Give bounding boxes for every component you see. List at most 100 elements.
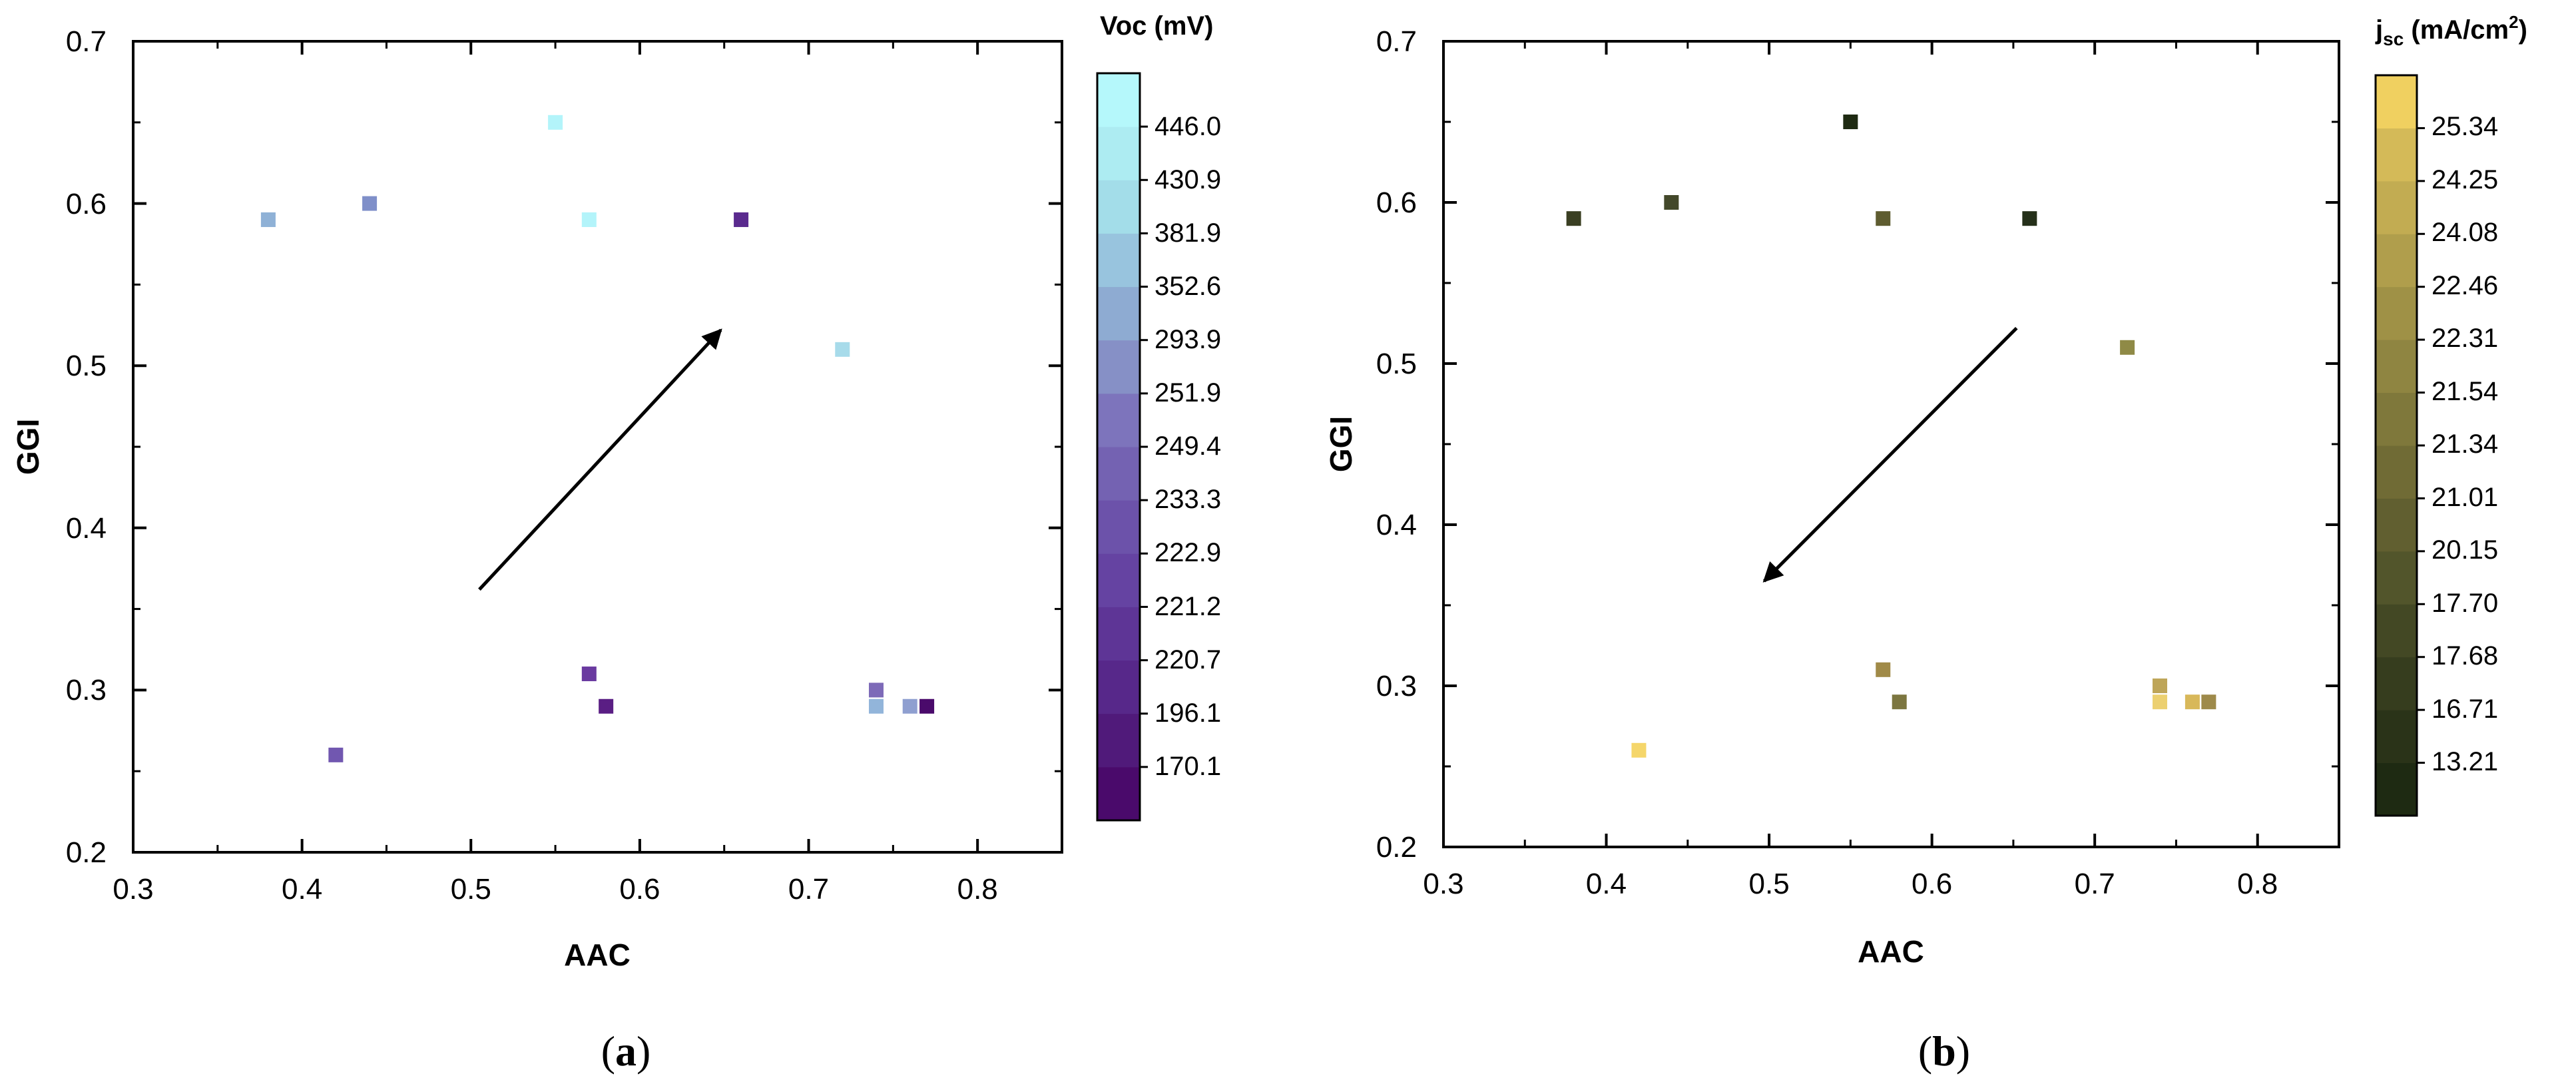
panel-a-colorbar-band [1097, 447, 1140, 501]
panel-b-colorbar-label: 17.68 [2432, 641, 2498, 671]
panel-a-ticks [132, 40, 1063, 854]
panel-b-colorbar-band [2376, 286, 2417, 340]
panel-a-colorbar-band [1097, 127, 1140, 180]
panel-a-colorbar-label: 381.9 [1155, 218, 1221, 248]
panel-b: 0.3 0.4 0.5 0.6 0.7 0.8 0.2 0.3 0.4 0.5 … [1324, 12, 2527, 1075]
panel-b-colorbar-title: jsc (mA/cm2) [2375, 12, 2527, 49]
panel-a-colorbar-band [1097, 286, 1140, 341]
panel-b-x-tick-label: 0.4 [1586, 868, 1627, 900]
panel-a-colorbar-label: 446.0 [1155, 112, 1221, 141]
panel-b-data-point [1876, 211, 1891, 226]
panel-b-colorbar-band [2376, 657, 2417, 710]
panel-b-x-axis-title: AAC [1858, 934, 1924, 969]
panel-b-colorbar-ticks [2417, 127, 2425, 764]
panel-b-data-point [2153, 694, 2167, 710]
panel-a-data-point [581, 212, 597, 227]
panel-b-data-point [1664, 195, 1679, 210]
panel-a-colorbar-band [1097, 340, 1140, 394]
panel-a-colorbar-ticks [1140, 125, 1148, 768]
panel-a-colorbar: Voc (mV) 170.1 196.1 220.7 221.2 222.9 2… [1096, 11, 1221, 822]
panel-a-data-point [869, 698, 884, 714]
panel-b-y-tick-label: 0.3 [1376, 670, 1417, 702]
panel-a-data-point [835, 342, 850, 357]
panel-a-y-tick-label: 0.2 [66, 836, 107, 869]
panel-b-colorbar-label: 21.34 [2432, 429, 2498, 459]
panel-b-colorbar-label: 16.71 [2432, 694, 2498, 724]
panel-a-colorbar-band [1097, 713, 1140, 768]
panel-b-y-tick-label: 0.4 [1376, 509, 1417, 541]
panel-a-y-tick-label: 0.5 [66, 350, 107, 382]
panel-b-x-tick-label: 0.6 [1912, 868, 1952, 900]
panel-a-data-point [599, 698, 614, 714]
panel-a-colorbar-label: 196.1 [1155, 698, 1221, 728]
panel-a-y-tick-label: 0.7 [66, 25, 107, 58]
panel-b-colorbar-band [2376, 392, 2417, 446]
panel-b-data-point [2201, 694, 2216, 710]
panel-a-points [260, 115, 935, 762]
panel-a-x-tick-label: 0.4 [282, 873, 322, 906]
panel-a-colorbar-label: 352.6 [1155, 272, 1221, 301]
panel-b-ticks [1442, 40, 2340, 848]
panel-a-colorbar-label: 221.2 [1155, 592, 1221, 621]
panel-b-colorbar-label: 22.31 [2432, 324, 2498, 353]
panel-b-y-tick-label: 0.6 [1376, 186, 1417, 219]
panel-a-x-tick-label: 0.6 [619, 873, 660, 906]
panel-b-colorbar-band [2376, 498, 2417, 552]
panel-a-colorbar-band [1097, 233, 1140, 288]
panel-b-data-point [1566, 211, 1581, 226]
panel-a-data-point [734, 212, 749, 227]
panel-b-colorbar-label: 17.70 [2432, 589, 2498, 618]
panel-a-y-tick-label: 0.6 [66, 188, 107, 220]
panel-a-y-tick-label: 0.4 [66, 512, 107, 545]
panel-a-colorbar-label: 220.7 [1155, 645, 1221, 675]
panel-b-plot-frame [1442, 40, 2340, 848]
panel-b-x-tick-label: 0.3 [1423, 868, 1463, 900]
panel-a-colorbar-band [1097, 393, 1140, 447]
panel-b-label: (b) [1918, 1027, 1970, 1075]
panel-b-trend-arrow [1762, 326, 2018, 583]
panel-a-colorbar-band [1097, 500, 1140, 554]
panel-a-label: (a) [601, 1027, 651, 1075]
panel-a-x-axis-title: AAC [564, 938, 631, 972]
panel-a-data-point [581, 667, 597, 682]
panel-b-colorbar-band [2376, 340, 2417, 394]
panel-b-colorbar-band [2376, 551, 2417, 605]
panel-b-arrow [1762, 326, 2018, 583]
panel-a-arrow [478, 328, 722, 591]
panel-a-x-tick-label: 0.3 [113, 873, 153, 906]
panel-b-data-point [2185, 694, 2200, 710]
panel-a-x-tick-label: 0.5 [451, 873, 491, 906]
panel-b-colorbar-label: 13.21 [2432, 747, 2498, 776]
panel-a-x-tick-label: 0.7 [788, 873, 829, 906]
panel-a-colorbar-label: 222.9 [1155, 538, 1221, 567]
panel-b-y-tick-label: 0.7 [1376, 25, 1417, 58]
panel-a-colorbar-band [1097, 180, 1140, 234]
panel-a-data-point [548, 115, 563, 130]
panel-a-colorbar-label: 170.1 [1155, 752, 1221, 781]
panel-b-colorbar-bands [2376, 75, 2417, 816]
panel-a-colorbar-title: Voc (mV) [1100, 11, 1213, 41]
panel-a-colorbar-band [1097, 766, 1140, 821]
panel-b-colorbar-label: 22.46 [2432, 271, 2498, 300]
panel-b-y-axis-title: GGI [1324, 416, 1358, 472]
panel-b-points [1566, 115, 2216, 758]
panel-b-x-tick-label: 0.7 [2075, 868, 2115, 900]
panel-b-data-point [1631, 742, 1647, 758]
panel-b-colorbar-band [2376, 180, 2417, 234]
panel-b-x-tick-label: 0.8 [2237, 868, 2278, 900]
panel-b-colorbar: jsc (mA/cm2) 13.21 16.71 17.68 17.70 20.… [2374, 12, 2527, 817]
panel-b-colorbar-band [2376, 234, 2417, 288]
panel-b-data-point [2022, 211, 2037, 226]
panel-b-y-tick-label: 0.2 [1376, 831, 1417, 864]
panel-b-colorbar-band [2376, 445, 2417, 499]
panel-b-colorbar-band [2376, 604, 2417, 658]
panel-b-data-point [2153, 678, 2167, 693]
panel-a-colorbar-band [1097, 660, 1140, 714]
panel-a-trend-arrow [478, 328, 722, 591]
panel-b-colorbar-label: 20.15 [2432, 535, 2498, 565]
panel-a-colorbar-label: 430.9 [1155, 165, 1221, 194]
panel-a-colorbar-band [1097, 553, 1140, 607]
panel-b-colorbar-band [2376, 128, 2417, 182]
panel-b-colorbar-band [2376, 710, 2417, 764]
panel-a-y-axis-title: GGI [11, 419, 45, 475]
